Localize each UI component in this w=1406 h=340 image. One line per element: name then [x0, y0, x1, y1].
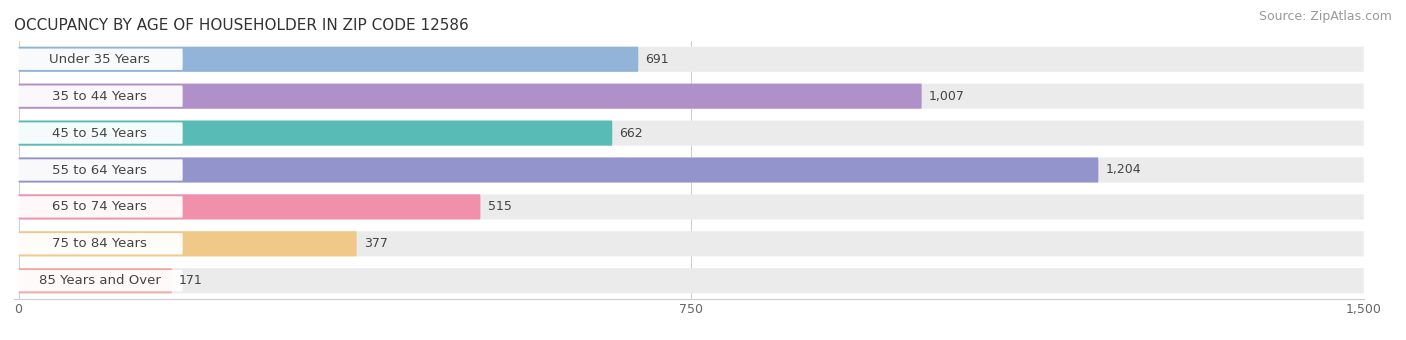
FancyBboxPatch shape [18, 157, 1098, 183]
FancyBboxPatch shape [18, 268, 172, 293]
FancyBboxPatch shape [18, 194, 481, 219]
FancyBboxPatch shape [18, 157, 1364, 183]
Text: 171: 171 [179, 274, 202, 287]
FancyBboxPatch shape [18, 47, 638, 72]
Text: Source: ZipAtlas.com: Source: ZipAtlas.com [1258, 10, 1392, 23]
FancyBboxPatch shape [17, 196, 183, 218]
Text: OCCUPANCY BY AGE OF HOUSEHOLDER IN ZIP CODE 12586: OCCUPANCY BY AGE OF HOUSEHOLDER IN ZIP C… [14, 18, 468, 33]
Text: 1,204: 1,204 [1105, 164, 1142, 176]
FancyBboxPatch shape [17, 270, 183, 291]
FancyBboxPatch shape [18, 47, 1364, 72]
Text: 35 to 44 Years: 35 to 44 Years [52, 90, 148, 103]
FancyBboxPatch shape [18, 268, 1364, 293]
FancyBboxPatch shape [17, 85, 183, 107]
FancyBboxPatch shape [18, 84, 922, 109]
FancyBboxPatch shape [18, 231, 357, 256]
FancyBboxPatch shape [17, 233, 183, 255]
Text: 515: 515 [488, 200, 512, 214]
Text: 662: 662 [620, 126, 643, 140]
Text: Under 35 Years: Under 35 Years [49, 53, 150, 66]
FancyBboxPatch shape [18, 194, 1364, 219]
FancyBboxPatch shape [17, 122, 183, 144]
FancyBboxPatch shape [17, 49, 183, 70]
Text: 377: 377 [364, 237, 388, 250]
Text: 691: 691 [645, 53, 669, 66]
FancyBboxPatch shape [17, 159, 183, 181]
Text: 45 to 54 Years: 45 to 54 Years [52, 126, 148, 140]
FancyBboxPatch shape [18, 121, 612, 146]
Text: 75 to 84 Years: 75 to 84 Years [52, 237, 148, 250]
Text: 55 to 64 Years: 55 to 64 Years [52, 164, 148, 176]
FancyBboxPatch shape [18, 121, 1364, 146]
Text: 85 Years and Over: 85 Years and Over [39, 274, 160, 287]
Text: 1,007: 1,007 [929, 90, 965, 103]
FancyBboxPatch shape [18, 84, 1364, 109]
FancyBboxPatch shape [18, 231, 1364, 256]
Text: 65 to 74 Years: 65 to 74 Years [52, 200, 148, 214]
